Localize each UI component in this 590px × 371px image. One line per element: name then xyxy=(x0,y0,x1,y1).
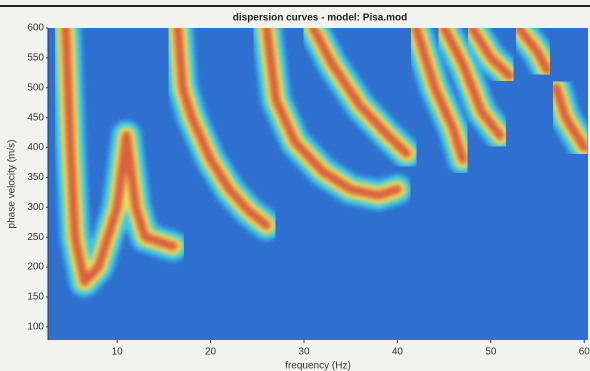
dispersion-ridge xyxy=(262,28,402,200)
x-axis-label: frequency (Hz) xyxy=(285,361,351,371)
y-tick-label: 450 xyxy=(27,112,44,123)
y-tick-label: 100 xyxy=(27,321,44,332)
x-tick-label: 10 xyxy=(112,347,124,358)
x-tick-label: 30 xyxy=(298,347,310,358)
x-tick-label: 20 xyxy=(205,347,217,358)
y-tick-label: 200 xyxy=(27,262,44,273)
dispersion-ridge xyxy=(411,28,468,164)
x-tick-label: 50 xyxy=(485,347,497,358)
dispersion-ridge xyxy=(439,28,505,141)
y-tick-label: 350 xyxy=(27,172,44,183)
chart-title: dispersion curves - model: Pisa.mod xyxy=(233,13,408,24)
y-axis-label: phase velocity (m/s) xyxy=(7,140,18,229)
dispersion-ridge xyxy=(467,28,515,81)
y-tick-label: 150 xyxy=(27,292,44,303)
y-tick-label: 300 xyxy=(27,202,44,213)
y-tick-label: 400 xyxy=(27,142,44,153)
dispersion-ridge xyxy=(308,28,412,159)
dispersion-ridge xyxy=(514,28,552,75)
y-tick-label: 600 xyxy=(27,23,44,34)
plot-area xyxy=(48,28,588,340)
dispersion-ridge xyxy=(551,83,588,153)
x-tick-label: 60 xyxy=(579,347,590,358)
dispersion-ridge xyxy=(61,28,178,287)
y-tick-label: 250 xyxy=(27,232,44,243)
y-tick-label: 500 xyxy=(27,82,44,93)
y-tick-label: 550 xyxy=(27,53,44,64)
dispersion-ridge xyxy=(173,28,272,230)
x-tick-label: 40 xyxy=(392,347,404,358)
